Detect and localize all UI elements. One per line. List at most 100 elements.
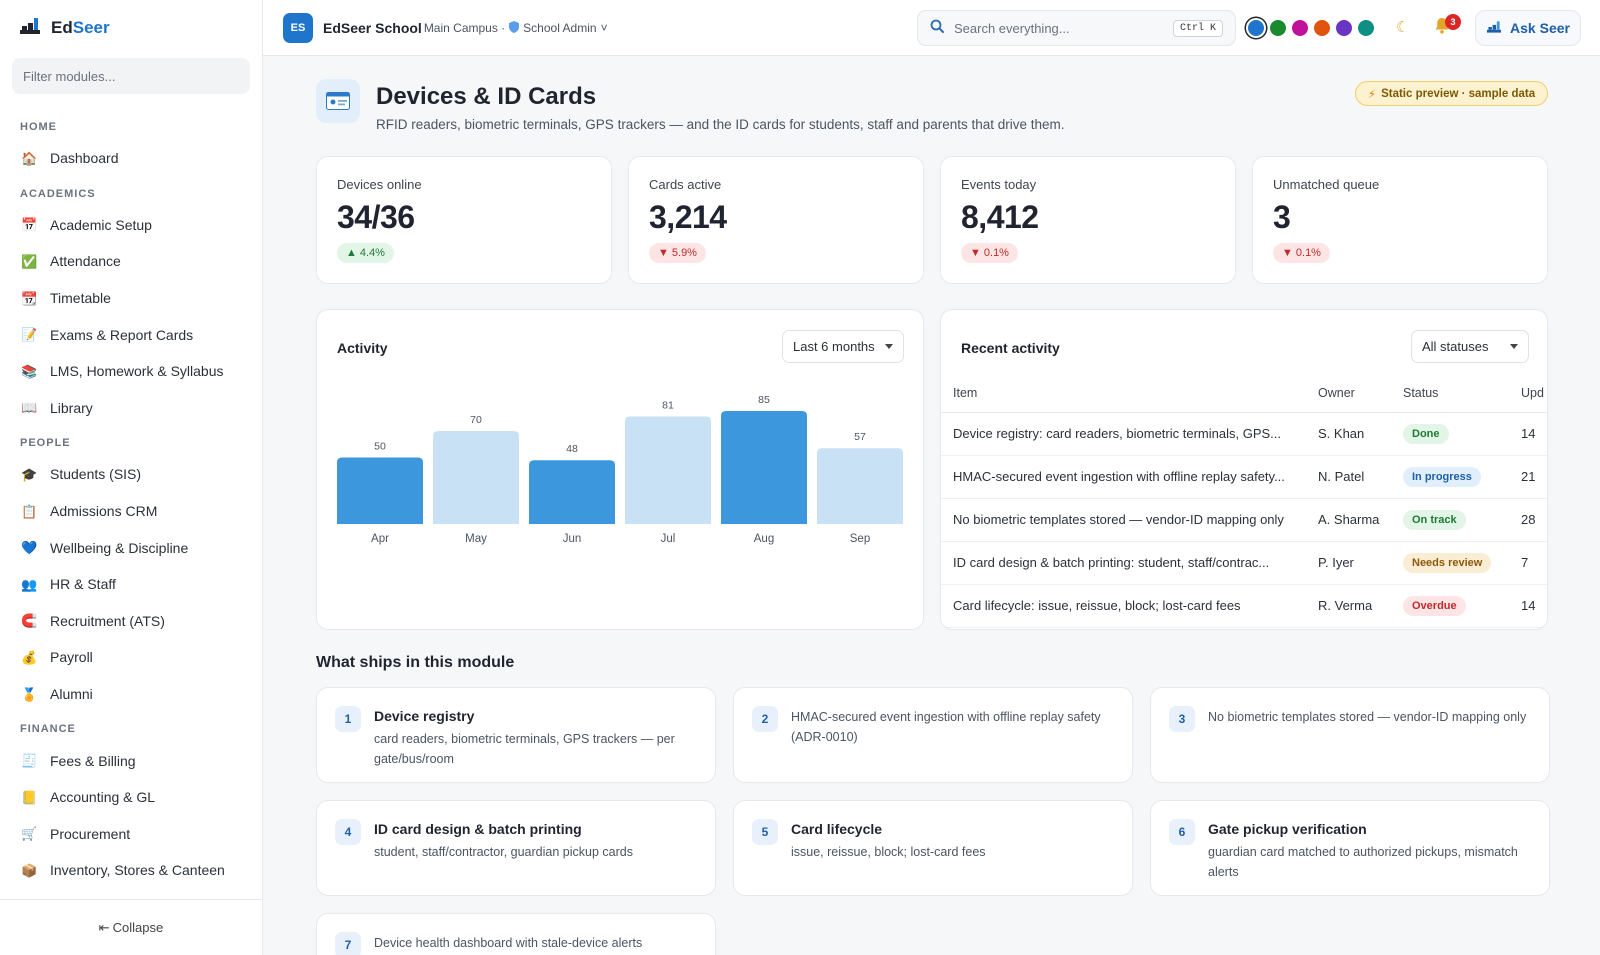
sidebar-item[interactable]: 📒 Accounting & GL (0, 779, 262, 816)
chart-bar[interactable] (529, 460, 615, 524)
ask-seer-button[interactable]: Ask Seer (1475, 10, 1581, 46)
sidebar-item[interactable]: 🛒 Procurement (0, 816, 262, 853)
chart-bar[interactable] (433, 430, 519, 524)
brand[interactable]: EdSeer (19, 17, 110, 39)
table-row[interactable]: HMAC-secured event ingestion with offlin… (941, 455, 1547, 499)
role-chevron-icon: ˅ (600, 21, 608, 35)
sidebar-item[interactable]: 👥 HR & Staff (0, 566, 262, 603)
sidebar-item[interactable]: 🧾 Fees & Billing (0, 742, 262, 779)
page-title: Devices & ID Cards (376, 83, 597, 110)
kpi-delta-value: 4.4% (359, 247, 385, 259)
sidebar-item-label: Payroll (50, 649, 93, 666)
page-subtitle: RFID readers, biometric terminals, GPS t… (376, 117, 1065, 132)
chart-bar[interactable] (625, 416, 711, 524)
column-header[interactable]: Item (941, 374, 1318, 413)
feature-title: Device registry (374, 708, 475, 724)
sidebar-item[interactable]: 🧲 Recruitment (ATS) (0, 603, 262, 640)
theme-color-swatch[interactable] (1270, 20, 1286, 36)
magnet-icon: 🧲 (21, 613, 38, 629)
sidebar-item[interactable]: 💙 Wellbeing & Discipline (0, 529, 262, 566)
sidebar-item-label: Timetable (50, 290, 111, 307)
chart-category-label: Aug (754, 533, 774, 545)
sidebar-item[interactable]: 🏠 Dashboard (0, 140, 262, 177)
static-preview-badge: ⚡ Static preview · sample data (1355, 81, 1549, 106)
feature-description: guardian card matched to authorized pick… (1208, 845, 1518, 879)
sidebar-item[interactable]: 📅 Academic Setup (0, 207, 262, 244)
table-row[interactable]: Card lifecycle: issue, reissue, block; l… (941, 584, 1547, 628)
status-filter-select[interactable]: All statuses (1411, 330, 1529, 363)
feature-description: issue, reissue, block; lost-card fees (791, 845, 986, 859)
people-icon: 👥 (21, 576, 38, 592)
topbar: ES EdSeer School Main Campus · School Ad… (263, 0, 1600, 56)
row-owner: A. Sharma (1318, 498, 1403, 542)
row-status-cell: Done (1403, 412, 1521, 456)
table-row[interactable]: No biometric templates stored — vendor-I… (941, 498, 1547, 542)
org-switcher[interactable]: ES EdSeer School Main Campus · School Ad… (283, 13, 608, 43)
dark-mode-toggle-icon[interactable]: ☾ (1396, 19, 1410, 36)
kpi-delta-badge: ▼ 0.1% (961, 243, 1018, 263)
global-search[interactable]: Ctrl K (917, 10, 1236, 46)
feature-card: 7 Device health dashboard with stale-devi… (316, 913, 716, 955)
chevron-down-icon (885, 344, 893, 349)
table-row[interactable]: ID card design & batch printing: student… (941, 541, 1547, 585)
kpi-value: 34/36 (337, 199, 415, 235)
theme-color-swatch[interactable] (1248, 20, 1264, 36)
search-input[interactable] (954, 20, 1163, 36)
feature-number: 5 (752, 819, 778, 845)
sidebar-item-label: Exams & Report Cards (50, 326, 194, 343)
sidebar-item[interactable]: 📋 Admissions CRM (0, 493, 262, 530)
kpi-delta-badge: ▼ 0.1% (1273, 243, 1330, 263)
chart-bar[interactable] (337, 457, 423, 524)
sidebar-item[interactable]: 📦 Inventory, Stores & Canteen (0, 852, 262, 889)
brand-name: EdSeer (51, 18, 110, 37)
sidebar-item[interactable]: 📝 Exams & Report Cards (0, 316, 262, 353)
theme-color-swatch[interactable] (1292, 20, 1308, 36)
sidebar-item[interactable]: 📖 Library (0, 390, 262, 427)
triangle-down-icon: ▼ (658, 247, 669, 259)
status-badge: Needs review (1403, 552, 1492, 573)
column-header[interactable]: Upd (1521, 374, 1547, 413)
sidebar-item-label: Students (SIS) (50, 466, 142, 483)
open-book-icon: 📖 (21, 400, 38, 416)
filter-modules-input[interactable] (12, 58, 250, 94)
sidebar-item[interactable]: ✅ Attendance (0, 243, 262, 280)
heart-icon: 💙 (21, 540, 38, 556)
feature-card: 1 Device registry card readers, biometric … (316, 687, 716, 783)
kpi-card: Events today 8,412 ▼ 0.1% (940, 156, 1236, 284)
row-owner: P. Iyer (1318, 541, 1403, 585)
sidebar-item-label: Library (50, 399, 93, 416)
column-header[interactable]: Status (1403, 374, 1521, 413)
sidebar-item-label: Recruitment (ATS) (50, 612, 165, 629)
table-header-row: Item Owner Status Upd (941, 374, 1547, 413)
table-row[interactable]: Device registry: card readers, biometric… (941, 412, 1547, 456)
kpi-label: Unmatched queue (1273, 177, 1380, 192)
theme-color-swatch[interactable] (1336, 20, 1352, 36)
sidebar-item[interactable]: 📚 LMS, Homework & Syllabus (0, 353, 262, 390)
sidebar-item[interactable]: 💰 Payroll (0, 639, 262, 676)
sidebar-item[interactable]: 🎓 Students (SIS) (0, 456, 262, 493)
kpi-label: Events today (961, 177, 1037, 192)
activity-title: Activity (337, 340, 388, 356)
kpi-card: Unmatched queue 3 ▼ 0.1% (1252, 156, 1548, 284)
status-badge: On track (1403, 509, 1466, 530)
clipboard-icon: 📋 (21, 503, 38, 519)
chart-bar[interactable] (817, 448, 903, 524)
collapse-button[interactable]: ⇤ Collapse (0, 899, 262, 955)
seer-logo-icon (1486, 20, 1502, 37)
column-header[interactable]: Owner (1318, 374, 1403, 413)
kpi-value: 3 (1273, 199, 1291, 235)
feature-card: 5 Card lifecycle issue, reissue, block; lo… (733, 800, 1133, 896)
theme-color-swatch[interactable] (1314, 20, 1330, 36)
search-shortcut: Ctrl K (1172, 19, 1223, 37)
row-item: ID card design & batch printing: student… (941, 541, 1318, 585)
sidebar-item[interactable]: 🏅 Alumni (0, 676, 262, 713)
sidebar-item[interactable]: 📆 Timetable (0, 280, 262, 317)
chart-bar[interactable] (721, 411, 807, 524)
activity-range-select[interactable]: Last 6 months (782, 330, 904, 363)
row-status-cell: On track (1403, 498, 1521, 542)
kpi-delta-value: 0.1% (983, 247, 1009, 259)
recent-activity-card: Recent activity All statuses Item Owner St… (940, 309, 1548, 630)
sidebar-item-label: HR & Staff (50, 576, 116, 593)
chart-value-label: 81 (662, 399, 674, 411)
theme-color-swatch[interactable] (1358, 20, 1374, 36)
